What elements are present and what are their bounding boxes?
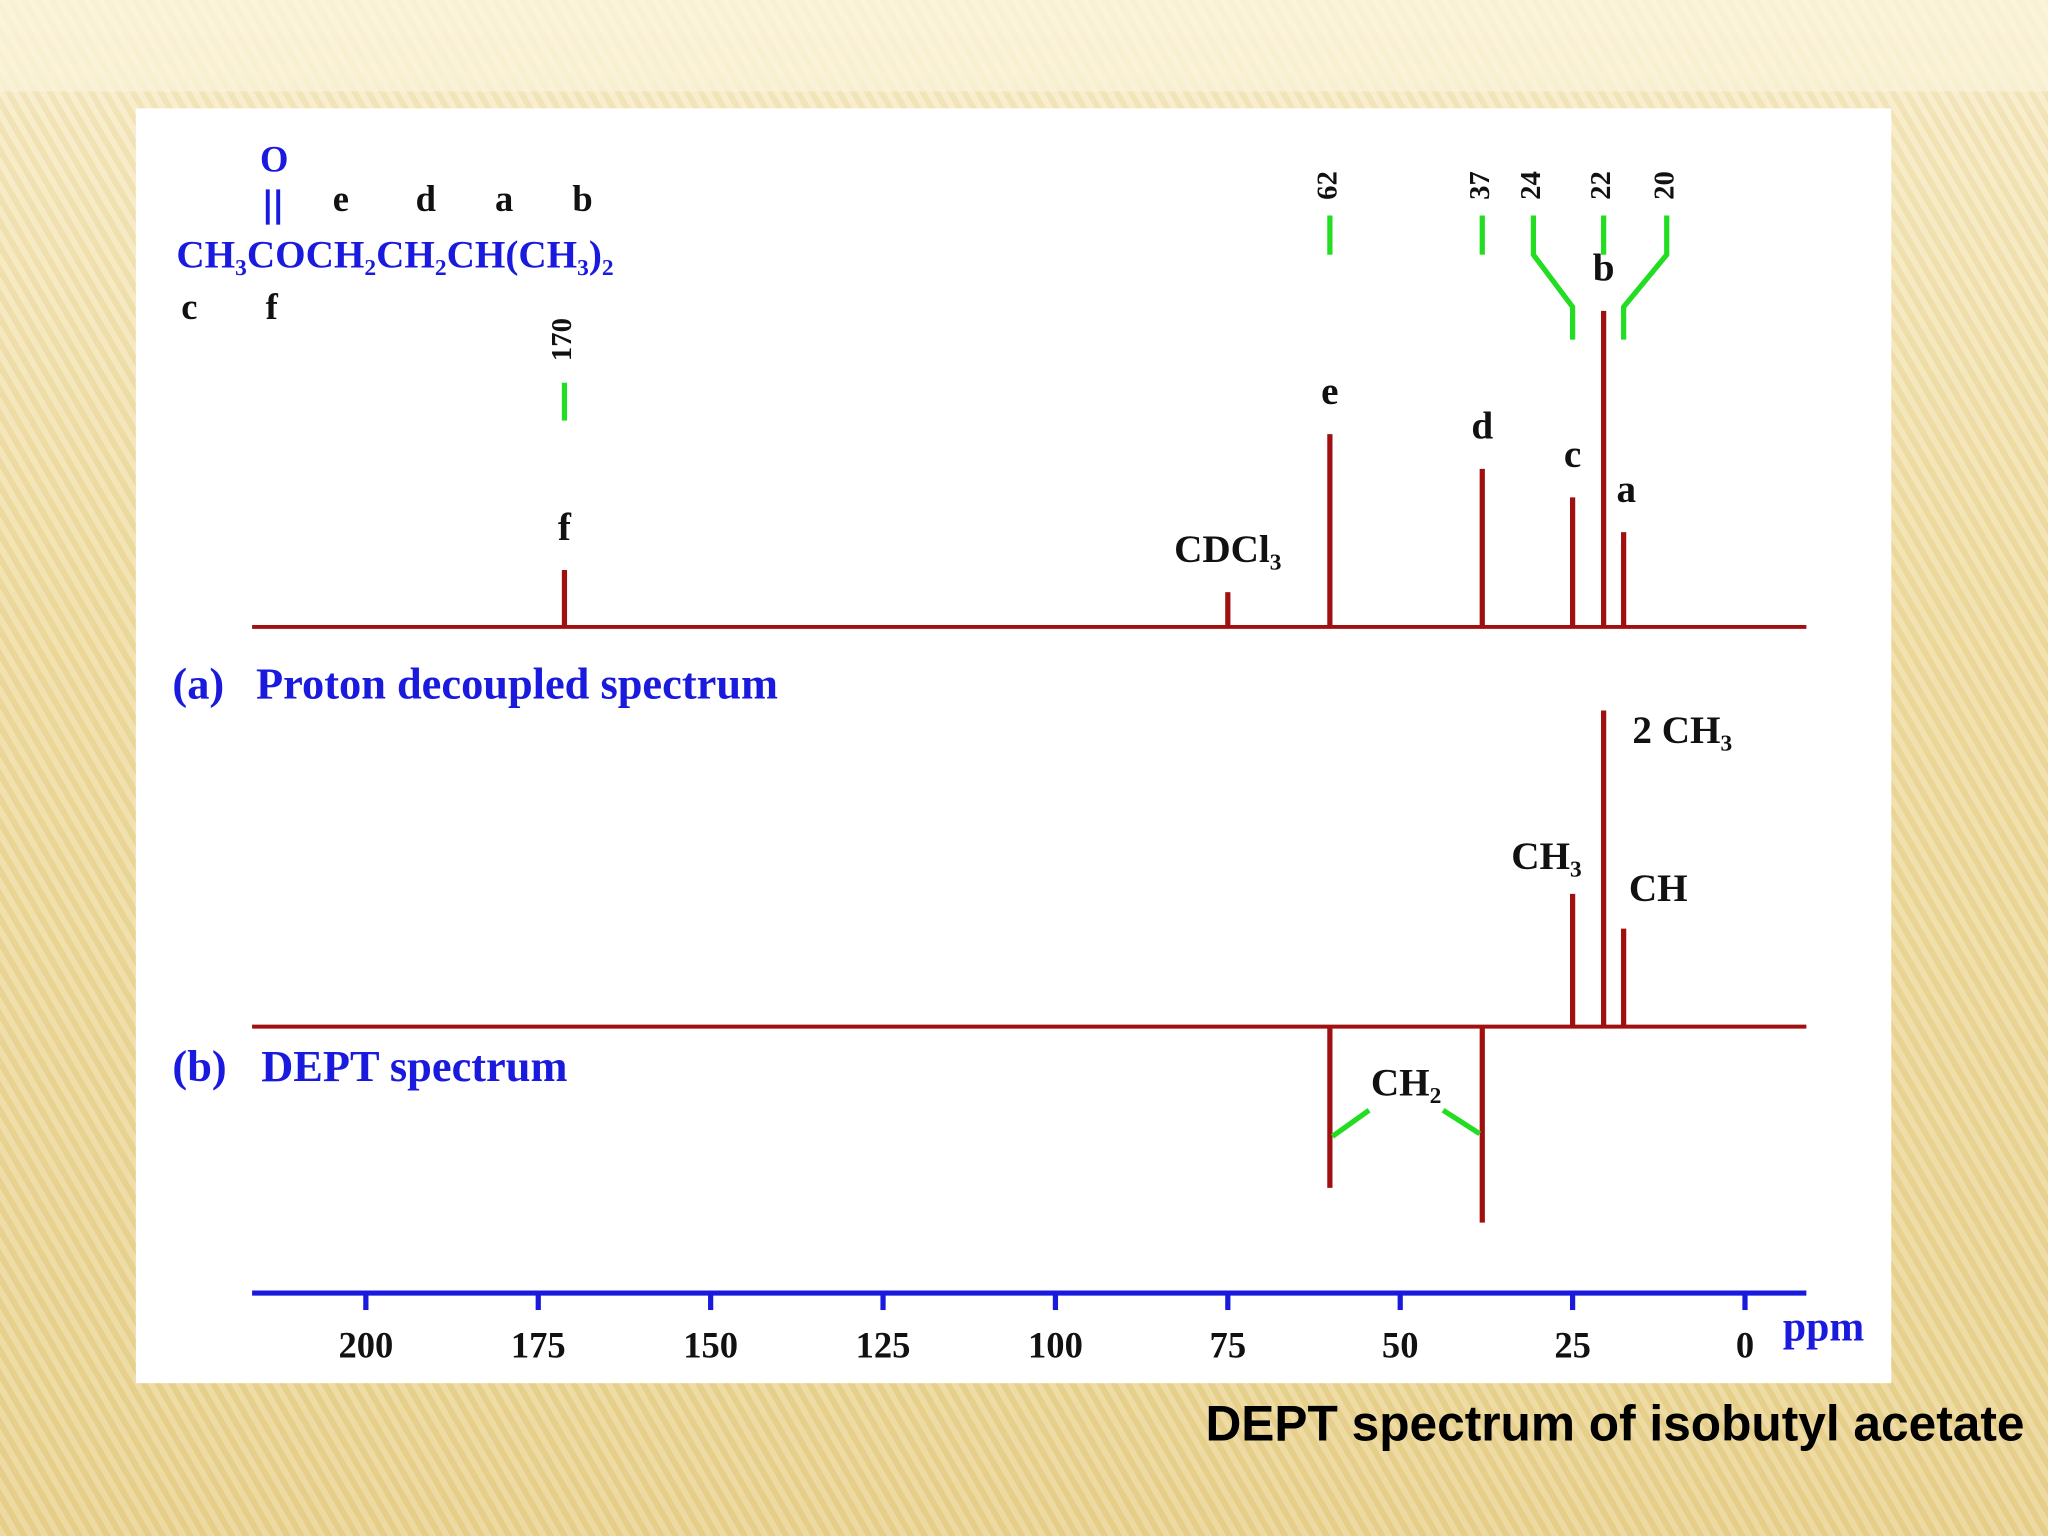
x-axis-label: ppm	[1783, 1305, 1864, 1351]
peak-label: 2 CH₃	[1632, 709, 1732, 752]
peak-label: c	[1564, 433, 1581, 476]
peak-label: b	[1593, 247, 1615, 290]
shift-label: 22	[1585, 171, 1617, 200]
x-tick-label: 50	[1382, 1325, 1419, 1366]
x-tick-label: 0	[1736, 1325, 1754, 1366]
peak-label: CH₂	[1371, 1062, 1442, 1105]
peak-label: e	[1321, 370, 1338, 413]
label-connector	[1441, 1108, 1482, 1136]
x-tick-label: 125	[856, 1325, 911, 1366]
atom-letter: e	[333, 178, 349, 219]
x-tick-label: 25	[1554, 1325, 1591, 1366]
peak-label: a	[1616, 468, 1636, 511]
atom-letter: b	[572, 178, 592, 219]
panel-title: Proton decoupled spectrum	[256, 659, 778, 709]
formula: CH₃COCH₂CH₂CH(CH₃)₂	[176, 234, 613, 277]
shift-connector	[1621, 215, 1670, 340]
x-tick-label: 100	[1028, 1325, 1083, 1366]
shift-label: 24	[1515, 171, 1547, 200]
caption: DEPT spectrum of isobutyl acetate	[1205, 1396, 2024, 1452]
shift-connector	[1530, 215, 1576, 340]
atom-letter: f	[266, 286, 279, 327]
atom-letter: c	[181, 286, 197, 327]
shift-label: 20	[1648, 171, 1680, 200]
peak-label: d	[1471, 405, 1493, 448]
figure-panel	[135, 108, 1892, 1384]
peak-label: CDCl₃	[1174, 528, 1282, 571]
oxygen-label: O	[260, 139, 288, 180]
panel-label: (a)	[172, 659, 224, 709]
label-connector	[1330, 1108, 1371, 1139]
shift-label: 37	[1464, 171, 1496, 200]
x-tick-label: 200	[338, 1325, 393, 1366]
peak-label: CH₃	[1511, 835, 1582, 878]
peak-label: CH	[1629, 867, 1688, 910]
panel-title: DEPT spectrum	[261, 1041, 567, 1091]
peak-label: f	[558, 506, 572, 549]
shift-label: 170	[546, 318, 578, 361]
top-band	[0, 0, 2048, 92]
x-tick-label: 150	[683, 1325, 738, 1366]
shift-label: 62	[1311, 171, 1343, 200]
panel-label: (b)	[172, 1041, 226, 1091]
atom-letter: a	[495, 178, 513, 219]
atom-letter: d	[416, 178, 436, 219]
x-tick-label: 175	[511, 1325, 566, 1366]
x-tick-label: 75	[1210, 1325, 1247, 1366]
